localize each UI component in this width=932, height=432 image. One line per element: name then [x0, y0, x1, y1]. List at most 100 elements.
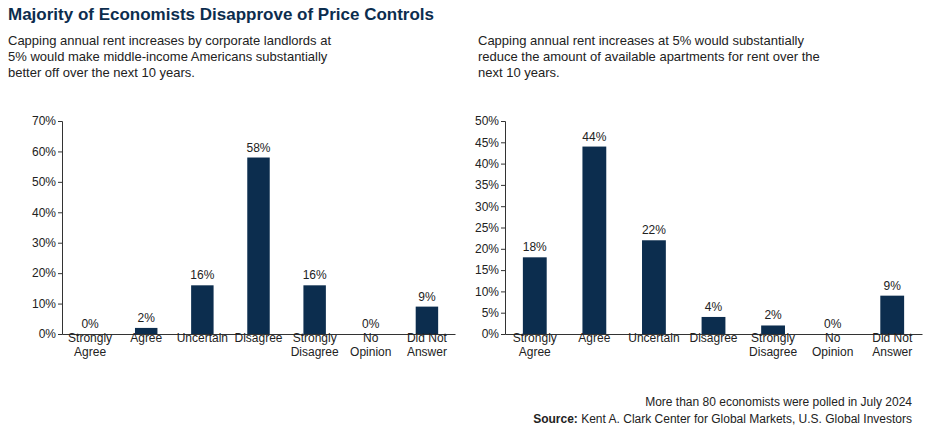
y-tick-label: 0%	[39, 327, 57, 341]
y-tick-mark	[501, 334, 505, 335]
y-tick: 10%	[475, 285, 505, 299]
text-line: Uncertain	[177, 331, 228, 345]
y-tick-label: 0%	[482, 327, 500, 341]
text-line: reduce the amount of available apartment…	[478, 49, 820, 64]
y-tick: 0%	[482, 327, 505, 341]
y-tick-mark	[58, 121, 62, 122]
y-tick-label: 35%	[475, 178, 499, 192]
text-line: Strongly	[751, 331, 795, 345]
text-line: Disagree	[749, 345, 797, 359]
text-line: Disagree	[291, 345, 339, 359]
y-tick-label: 15%	[475, 263, 499, 277]
data-label: 44%	[582, 130, 606, 144]
y-tick-label: 50%	[32, 175, 56, 189]
x-axis: StronglyAgreeAgreeUncertainDisagreeStron…	[63, 331, 456, 359]
y-tick-label: 10%	[475, 285, 499, 299]
source-rest: Kent A. Clark Center for Global Markets,…	[578, 412, 912, 426]
y-tick: 10%	[32, 297, 62, 311]
y-axis-line	[501, 122, 506, 335]
text-line: Uncertain	[628, 331, 679, 345]
y-tick-mark	[501, 164, 505, 165]
text-line: Answer	[872, 345, 912, 359]
text-line: Disagree	[689, 331, 737, 345]
y-tick-label: 25%	[475, 221, 499, 235]
text-line: Capping annual rent increases by corpora…	[8, 33, 331, 48]
x-tick: Uncertain	[628, 331, 679, 345]
bars	[135, 158, 438, 334]
x-tick-label: StronglyAgree	[68, 331, 112, 359]
y-tick-mark	[501, 206, 505, 207]
y-tick-mark	[58, 273, 62, 274]
text-line: Agree	[578, 331, 610, 345]
x-tick: Disagree	[689, 331, 737, 345]
x-tick: Did NotAnswer	[407, 331, 448, 359]
x-tick-label: StronglyDisagree	[291, 331, 339, 359]
y-tick-label: 70%	[32, 114, 56, 128]
x-tick-label: Uncertain	[628, 331, 679, 345]
text-line: next 10 years.	[478, 65, 560, 80]
x-tick: StronglyAgree	[513, 331, 557, 359]
x-tick-label: Did NotAnswer	[872, 331, 913, 359]
x-tick: Did NotAnswer	[872, 331, 913, 359]
y-tick: 50%	[475, 114, 505, 128]
y-tick: 20%	[475, 242, 505, 256]
text-line: Strongly	[513, 331, 557, 345]
y-tick-label: 30%	[32, 236, 56, 250]
chart-canvas: Majority of Economists Disapprove of Pri…	[0, 0, 932, 432]
text-line: Did Not	[872, 331, 913, 345]
text-line: Did Not	[407, 331, 448, 345]
note: More than 80 economists were polled in J…	[645, 395, 912, 409]
x-tick: Uncertain	[177, 331, 228, 345]
text-line: Opinion	[350, 345, 391, 359]
y-tick-mark	[58, 212, 62, 213]
x-tick-label: Agree	[130, 331, 162, 345]
data-label: 9%	[884, 279, 902, 293]
y-tick-label: 10%	[32, 297, 56, 311]
y-tick-label: 30%	[475, 200, 499, 214]
y-tick-mark	[501, 270, 505, 271]
y-axis: 0%5%10%15%20%25%30%35%40%45%50%	[475, 114, 506, 341]
x-tick-label: Uncertain	[177, 331, 228, 345]
bar-chart: Capping annual rent increases by corpora…	[8, 33, 456, 359]
y-tick-label: 60%	[32, 145, 56, 159]
y-tick-mark	[501, 121, 505, 122]
main-title: Majority of Economists Disapprove of Pri…	[8, 5, 434, 24]
y-tick-mark	[501, 228, 505, 229]
y-tick-label: 20%	[475, 242, 499, 256]
x-axis: StronglyAgreeAgreeUncertainDisagreeStron…	[506, 331, 923, 359]
x-tick: Agree	[130, 331, 162, 345]
source: Source: Kent A. Clark Center for Global …	[533, 412, 912, 426]
x-tick: StronglyDisagree	[749, 331, 797, 359]
x-tick-label: Disagree	[234, 331, 282, 345]
bar	[303, 285, 325, 334]
y-tick: 30%	[32, 236, 62, 250]
text-line: Strongly	[68, 331, 112, 345]
bar	[523, 257, 547, 334]
y-tick-mark	[58, 151, 62, 152]
y-tick: 40%	[32, 206, 62, 220]
bars	[523, 147, 904, 334]
y-tick-mark	[501, 249, 505, 250]
y-tick-mark	[501, 185, 505, 186]
x-tick-label: Did NotAnswer	[407, 331, 448, 359]
text-line: Agree	[74, 345, 106, 359]
data-label: 22%	[642, 223, 666, 237]
y-axis-line	[58, 122, 63, 335]
data-label: 18%	[523, 240, 547, 254]
y-tick-label: 45%	[475, 136, 499, 150]
y-tick-mark	[501, 142, 505, 143]
y-tick: 45%	[475, 136, 505, 150]
x-tick: StronglyAgree	[68, 331, 112, 359]
bar	[642, 240, 666, 334]
x-tick: StronglyDisagree	[291, 331, 339, 359]
data-label: 58%	[246, 141, 270, 155]
x-tick-label: NoOpinion	[812, 331, 853, 359]
text-line: 5% would make middle-income Americans su…	[8, 49, 328, 64]
data-label: 16%	[190, 268, 214, 282]
data-label: 0%	[362, 317, 380, 331]
y-tick: 30%	[475, 200, 505, 214]
data-label: 0%	[824, 317, 842, 331]
bar-chart: Capping annual rent increases at 5% woul…	[475, 33, 923, 359]
text-line: No	[825, 331, 841, 345]
data-label: 16%	[303, 268, 327, 282]
